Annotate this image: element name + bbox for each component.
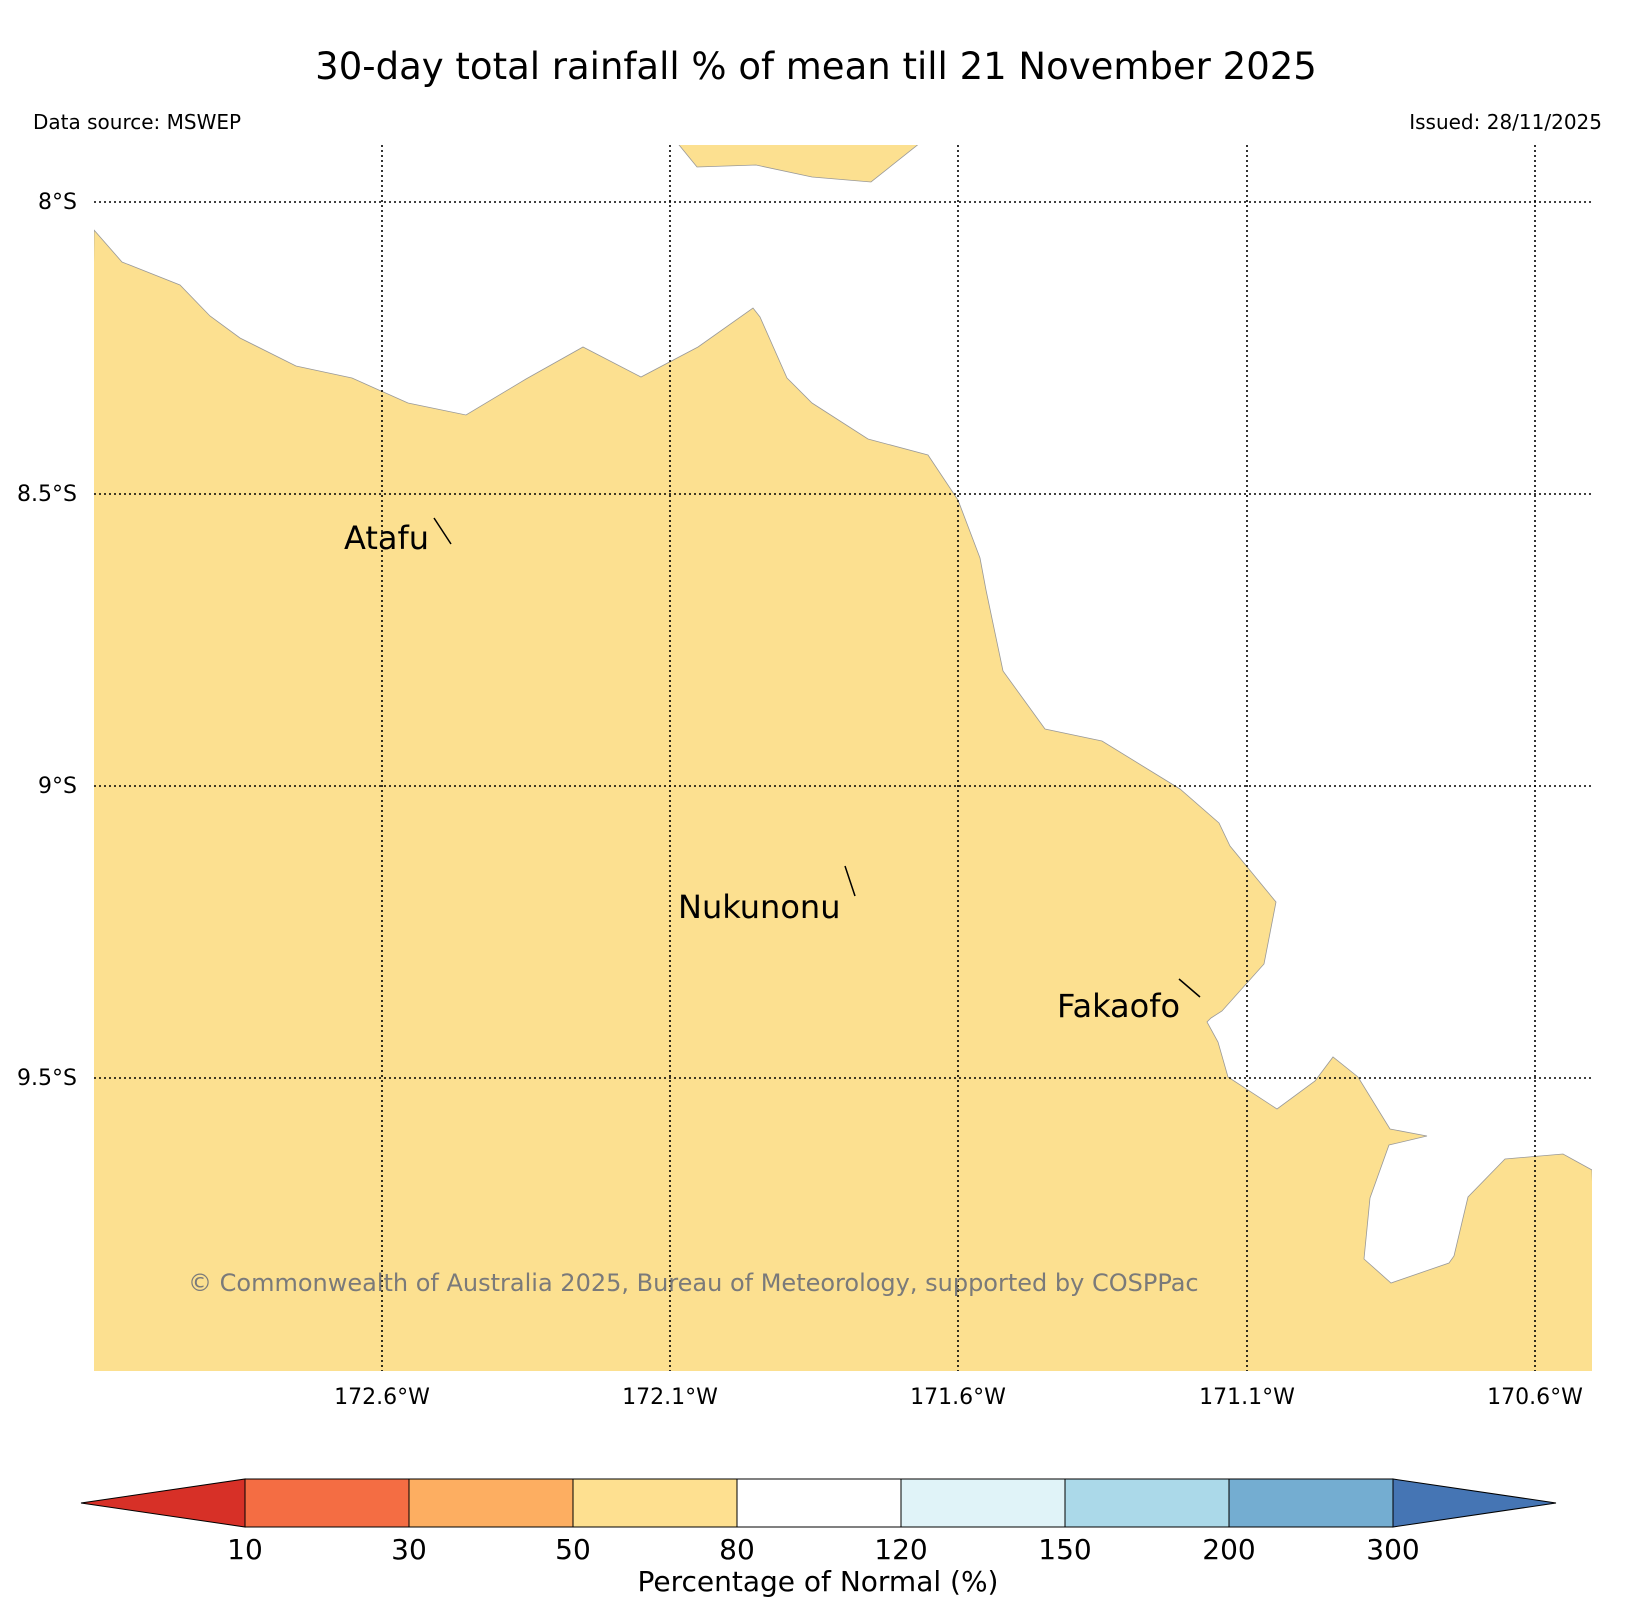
lat-label: 9.5°S [17, 1066, 77, 1091]
place-label-nukunonu: Nukunonu [678, 888, 840, 926]
rainfall-region-north [678, 145, 919, 183]
colorbar-segment [900, 1478, 1066, 1528]
colorbar-low-extension [80, 1478, 246, 1528]
gridlines [94, 145, 1592, 1371]
colorbar-segment [1228, 1478, 1394, 1528]
colorbar-tick: 80 [719, 1533, 755, 1566]
colorbar-tick: 30 [391, 1533, 427, 1566]
colorbar-tick: 10 [227, 1533, 263, 1566]
place-label-atafu: Atafu [344, 519, 429, 557]
colorbar-label: Percentage of Normal (%) [638, 1565, 999, 1598]
colorbar-high-extension [1392, 1478, 1557, 1528]
lat-label: 8°S [38, 190, 77, 215]
lat-label: 9°S [38, 774, 77, 799]
issued-date-label: Issued: 28/11/2025 [1409, 110, 1602, 134]
atafu-marker [433, 517, 452, 545]
colorbar: 10 30 50 80 120 150 200 300 Percentage o… [80, 1478, 1557, 1598]
lon-label: 170.6°W [1487, 1385, 1583, 1410]
lon-label: 172.6°W [334, 1385, 430, 1410]
colorbar-segment [408, 1478, 574, 1528]
colorbar-segment [736, 1478, 902, 1528]
nukunonu-marker [844, 865, 856, 897]
colorbar-segment [244, 1478, 410, 1528]
map-area: Atafu Nukunonu Fakaofo © Commonwealth of… [94, 145, 1592, 1371]
colorbar-tick: 50 [555, 1533, 591, 1566]
colorbar-tick: 300 [1366, 1533, 1419, 1566]
lat-label: 8.5°S [17, 482, 77, 507]
place-label-fakaofo: Fakaofo [1057, 987, 1180, 1025]
lon-label: 171.6°W [910, 1385, 1006, 1410]
fakaofo-marker [1178, 978, 1201, 998]
rainfall-region-main [94, 229, 1592, 1371]
map-title: 30-day total rainfall % of mean till 21 … [315, 45, 1317, 88]
colorbar-tick: 120 [874, 1533, 927, 1566]
longitude-labels: 172.6°W 172.1°W 171.6°W 171.1°W 170.6°W [334, 1385, 1583, 1410]
colorbar-tick: 200 [1202, 1533, 1255, 1566]
latitude-labels: 8°S 8.5°S 9°S 9.5°S [17, 190, 77, 1091]
lon-label: 172.1°W [622, 1385, 718, 1410]
colorbar-segment [572, 1478, 738, 1528]
colorbar-tick: 150 [1038, 1533, 1091, 1566]
data-source-label: Data source: MSWEP [33, 110, 241, 134]
colorbar-segment [1064, 1478, 1230, 1528]
copyright-notice: © Commonwealth of Australia 2025, Bureau… [188, 1269, 1199, 1297]
lon-label: 171.1°W [1199, 1385, 1295, 1410]
